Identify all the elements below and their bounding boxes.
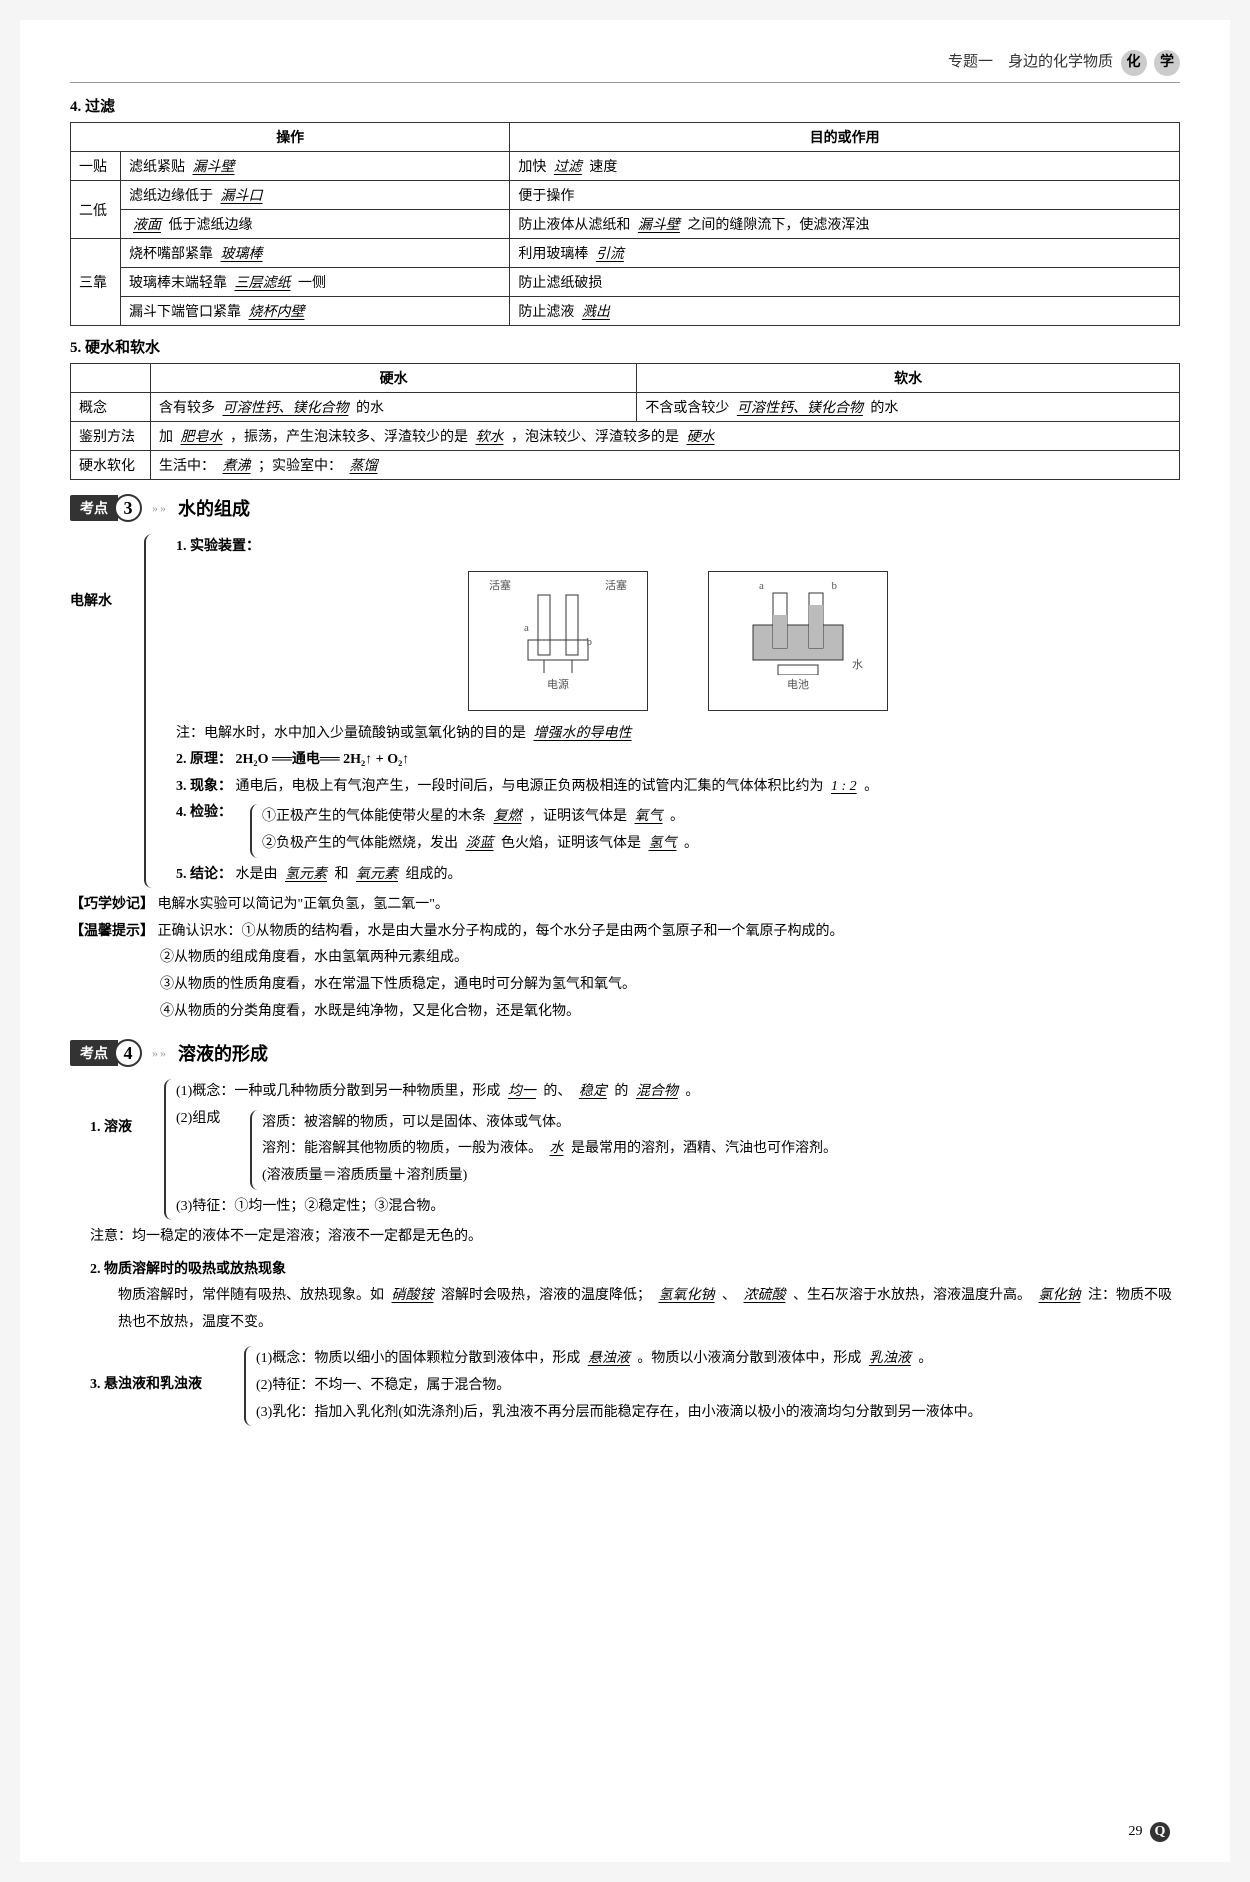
device-label: 1. 实验装置： bbox=[176, 539, 260, 554]
test-2: ②负极产生的气体能燃烧，发出 淡蓝 色火焰，证明该气体是 氢气 。 bbox=[262, 831, 698, 858]
sol-concept: (1)概念：一种或几种物质分散到另一种物质里，形成 均一 的、 稳定 的 混合物… bbox=[176, 1079, 837, 1106]
heat-text: 物质溶解时，常伴随有吸热、放热现象。如 硝酸铵 溶解时会吸热，溶液的温度降低； … bbox=[118, 1283, 1180, 1336]
kaopoint-3: 考点 3 »» 水的组成 bbox=[70, 494, 1180, 522]
row-soften: 硬水软化 bbox=[71, 451, 151, 480]
electrolysis-note: 注：电解水时，水中加入少量硫酸钠或氢氧化钠的目的是 增强水的导电性 bbox=[176, 721, 1180, 748]
row3c-purpose: 防止滤液 溅出 bbox=[510, 297, 1180, 326]
kaopoint-4: 考点 4 »» 溶液的形成 bbox=[70, 1039, 1180, 1067]
row3c-op: 漏斗下端管口紧靠 烧杯内壁 bbox=[121, 297, 510, 326]
electrolysis-svg-2 bbox=[738, 585, 858, 675]
arrows-icon: »» bbox=[152, 501, 168, 516]
filter-table: 操作 目的或作用 一贴 滤纸紧贴 漏斗壁 加快 过滤 速度 二低 滤纸边缘低于 … bbox=[70, 122, 1180, 326]
tip-block: 【巧学妙记】 电解水实验可以简记为"正氧负氢，氢二氧一"。 bbox=[70, 892, 1180, 919]
concept-hard: 含有较多 可溶性钙、镁化合物 的水 bbox=[151, 393, 637, 422]
row2a-purpose: 便于操作 bbox=[510, 181, 1180, 210]
col-hard: 硬水 bbox=[151, 364, 637, 393]
page-header: 专题一 身边的化学物质 化 学 bbox=[70, 50, 1180, 83]
row3a-op: 烧杯嘴部紧靠 玻璃棒 bbox=[121, 239, 510, 268]
conclusion: 5. 结论： 水是由 氢元素 和 氧元素 组成的。 bbox=[176, 862, 1180, 889]
row2a-op: 滤纸边缘低于 漏斗口 bbox=[121, 181, 510, 210]
phenomenon: 3. 现象： 通电后，电极上有气泡产生，一段时间后，与电源正负两极相连的试管内汇… bbox=[176, 774, 1180, 801]
row1-op: 滤纸紧贴 漏斗壁 bbox=[121, 152, 510, 181]
concept-soft: 不含或含较少 可溶性钙、镁化合物 的水 bbox=[637, 393, 1180, 422]
side-label: 电解水 bbox=[70, 530, 140, 610]
page-badge-icon: Q bbox=[1150, 1822, 1170, 1842]
heat-label: 2. 物质溶解时的吸热或放热现象 bbox=[90, 1257, 1180, 1284]
kaopoint-num: 4 bbox=[114, 1039, 142, 1067]
row-method: 鉴别方法 bbox=[71, 422, 151, 451]
warm-block: 【温馨提示】 正确认识水：①从物质的结构看，水是由大量水分子构成的，每个水分子是… bbox=[70, 919, 1180, 1025]
col-purpose: 目的或作用 bbox=[510, 123, 1180, 152]
electrolysis-svg-1 bbox=[508, 585, 608, 675]
test-block: 4. 检验： ①正极产生的气体能使带火星的木条 复燃 ，证明该气体是 氧气 。 … bbox=[176, 800, 1180, 861]
solution-block: 1. 溶液 (1)概念：一种或几种物质分散到另一种物质里，形成 均一 的、 稳定… bbox=[90, 1075, 1180, 1430]
water-table: 硬水 软水 概念 含有较多 可溶性钙、镁化合物 的水 不含或含较少 可溶性钙、镁… bbox=[70, 363, 1180, 480]
diagram-1: 活塞 活塞 a b 电源 bbox=[468, 571, 648, 711]
header-topic: 专题一 身边的化学物质 bbox=[948, 54, 1113, 70]
row3-label: 三靠 bbox=[71, 239, 121, 326]
diagram-2: a b 水 电池 bbox=[708, 571, 888, 711]
electrolysis-block: 电解水 1. 实验装置： 活塞 活塞 a b bbox=[70, 530, 1180, 892]
kaopoint-tag: 考点 bbox=[70, 495, 118, 521]
row2-label: 二低 bbox=[71, 181, 121, 239]
susp-concept: (1)概念：物质以细小的固体颗粒分散到液体中，形成 悬浊液 。物质以小液滴分散到… bbox=[256, 1346, 982, 1373]
header-subject-1: 化 bbox=[1121, 50, 1147, 76]
kaopoint-title: 水的组成 bbox=[178, 495, 250, 521]
sol-comp2: 溶剂：能溶解其他物质的物质，一般为液体。 水 是最常用的溶剂，酒精、汽油也可作溶… bbox=[262, 1136, 837, 1163]
row2b-op: 液面 低于滤纸边缘 bbox=[121, 210, 510, 239]
kaopoint-title: 溶液的形成 bbox=[178, 1040, 268, 1066]
soften-text: 生活中： 煮沸 ；实验室中： 蒸馏 bbox=[151, 451, 1180, 480]
header-subject-2: 学 bbox=[1154, 50, 1180, 76]
page: 专题一 身边的化学物质 化 学 4. 过滤 操作 目的或作用 一贴 滤纸紧贴 漏… bbox=[20, 20, 1230, 1862]
col-operation: 操作 bbox=[71, 123, 510, 152]
row1-purpose: 加快 过滤 速度 bbox=[510, 152, 1180, 181]
row3a-purpose: 利用玻璃棒 引流 bbox=[510, 239, 1180, 268]
row1-label: 一贴 bbox=[71, 152, 121, 181]
col-soft: 软水 bbox=[637, 364, 1180, 393]
row2b-purpose: 防止液体从滤纸和 漏斗壁 之间的缝隙流下，使滤液浑浊 bbox=[510, 210, 1180, 239]
kaopoint-num: 3 bbox=[114, 494, 142, 522]
arrows-icon: »» bbox=[152, 1046, 168, 1061]
row3b-op: 玻璃棒末端轻靠 三层滤纸 一侧 bbox=[121, 268, 510, 297]
sol-note: 注意：均一稳定的液体不一定是溶液；溶液不一定都是无色的。 bbox=[90, 1224, 1180, 1251]
page-number: 29 Q bbox=[1129, 1822, 1171, 1842]
row3b-purpose: 防止滤纸破损 bbox=[510, 268, 1180, 297]
principle: 2. 原理： 2H₂O ══通电══ 2H₂↑ + O₂↑ bbox=[176, 747, 1180, 774]
row-concept: 概念 bbox=[71, 393, 151, 422]
section5-title: 5. 硬水和软水 bbox=[70, 336, 1180, 357]
section4-title: 4. 过滤 bbox=[70, 95, 1180, 116]
kaopoint-tag: 考点 bbox=[70, 1040, 118, 1066]
method-text: 加 肥皂水 ，振荡，产生泡沫较多、浮渣较少的是 软水 ，泡沫较少、浮渣较多的是 … bbox=[151, 422, 1180, 451]
test-1: ①正极产生的气体能使带火星的木条 复燃 ，证明该气体是 氧气 。 bbox=[262, 804, 698, 831]
